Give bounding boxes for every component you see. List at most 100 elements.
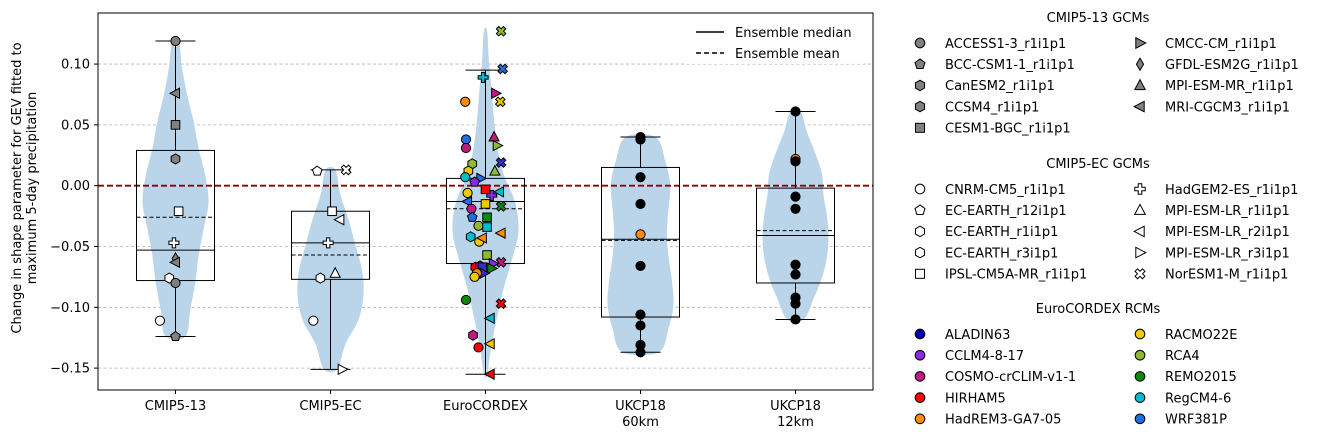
data-point (790, 203, 801, 214)
legend-marker (1133, 78, 1147, 91)
marker-shape-circle (460, 172, 471, 183)
data-point (170, 277, 181, 289)
marker-shape-circle (790, 203, 801, 214)
legend-marker (1134, 349, 1146, 361)
data-point (475, 232, 487, 244)
legend-item-label: MPI-ESM-MR_r1i1p1 (1165, 79, 1294, 94)
legend-item-label: CNRM-CM5_r1i1p1 (945, 183, 1066, 198)
data-point (466, 211, 478, 222)
marker-shape-hexagon (468, 329, 478, 341)
marker-shape-pentagon (311, 165, 323, 176)
data-point (492, 185, 505, 198)
data-point (494, 227, 506, 239)
marker-shape-triR (337, 363, 349, 376)
marker-shape-circle (308, 315, 319, 326)
data-point (154, 315, 165, 326)
data-point (460, 195, 473, 208)
data-point (322, 237, 334, 249)
marker-shape-circle (790, 191, 801, 202)
marker-shape-circle (154, 315, 165, 326)
violin-3 (607, 134, 674, 356)
data-point (790, 314, 801, 325)
legend-item-label: GFDL-ESM2G_r1i1p1 (1165, 58, 1299, 73)
data-point (495, 256, 507, 268)
y-tick-label: 0.00 (61, 179, 90, 194)
data-point (468, 329, 478, 341)
legend-item-label: IPSL-CM5A-MR_r1i1p1 (945, 268, 1087, 283)
data-point (480, 199, 491, 209)
marker-shape-circle (635, 172, 646, 183)
data-point (327, 206, 337, 217)
marker-shape-circle (460, 294, 472, 306)
legend-marker (914, 328, 926, 340)
marker-shape-triL (483, 368, 495, 381)
y-tick-label: 0.05 (61, 118, 90, 133)
y-tick-label: −0.10 (50, 301, 90, 316)
x-tick-label: CMIP5-EC (299, 399, 361, 414)
data-point (170, 35, 181, 47)
marker-shape-triL (1133, 225, 1145, 238)
data-point (790, 106, 801, 117)
x-axis: CMIP5-13 CMIP5-EC EuroCORDEX UKCP1860kmUKCP… (145, 390, 821, 430)
legend-item-label: RegCM4-6 (1165, 391, 1231, 406)
data-point (460, 96, 471, 107)
data-point (460, 142, 472, 154)
data-point (790, 269, 801, 280)
line-legend-box (684, 18, 864, 64)
legend-marker (1133, 225, 1145, 238)
marker-shape-triU (1133, 78, 1147, 91)
marker-shape-circle (790, 156, 801, 167)
marker-shape-square (482, 222, 492, 232)
legend-marker (914, 79, 926, 92)
legend-item-label: MPI-ESM-LR_r3i1p1 (1165, 246, 1290, 261)
legend-item-label: ACCESS1-3_r1i1p1 (945, 37, 1066, 52)
legend-marker (1135, 57, 1145, 72)
marker-shape-circle (473, 342, 484, 353)
marker-shape-circle (473, 220, 484, 231)
legend-marker (914, 349, 926, 361)
legend-item-label: COSMO-crCLIM-v1-1 (945, 370, 1076, 385)
legend-section-title: EuroCORDEX RCMs (1036, 302, 1161, 317)
x-tick-label: UKCP18 (615, 399, 666, 414)
marker-shape-hexagon (170, 153, 181, 165)
data-point (170, 330, 181, 342)
data-point (329, 266, 342, 278)
y-axis-label-line1: Change in shape parameter for GEV fitted… (10, 42, 25, 333)
legend-item-label: RACMO22E (1165, 328, 1237, 343)
violins (142, 27, 829, 378)
marker-shape-square (914, 122, 926, 133)
marker-shape-xcross (340, 164, 352, 176)
data-point (635, 198, 646, 210)
data-point (635, 309, 646, 320)
marker-shape-circle (460, 142, 472, 154)
marker-shape-circle (635, 229, 646, 240)
marker-shape-xcross (1134, 268, 1146, 280)
data-point (635, 347, 646, 358)
data-point (460, 294, 472, 306)
legend-item-label: BCC-CSM1-1_r1i1p1 (945, 58, 1075, 73)
marker-shape-square (327, 206, 337, 217)
marker-shape-pentagon (469, 176, 480, 187)
marker-shape-circle (460, 96, 471, 107)
legend-marker (1134, 268, 1146, 280)
legend-marker (914, 392, 926, 403)
legend-marker (1134, 413, 1146, 425)
legend-item-label: EC-EARTH_r3i1p1 (945, 246, 1058, 261)
data-point (482, 212, 492, 223)
marker-shape-triL (494, 227, 506, 239)
legend-marker (1134, 392, 1146, 403)
marker-shape-circle (1134, 328, 1146, 340)
legend-item-label: WRF381P (1165, 413, 1227, 428)
data-point (635, 134, 646, 145)
legend-item-label: HadREM3-GA7-05 (945, 413, 1061, 428)
data-point (790, 298, 801, 309)
legend-marker (1135, 36, 1147, 50)
legend-marker (914, 413, 926, 425)
legend-item-label: RCA4 (1165, 349, 1200, 364)
marker-shape-triU (329, 266, 342, 278)
data-point (170, 153, 181, 165)
data-point (635, 172, 646, 183)
marker-shape-circle (460, 134, 472, 145)
marker-shape-circle (914, 37, 926, 49)
legend-marker (1135, 246, 1147, 259)
